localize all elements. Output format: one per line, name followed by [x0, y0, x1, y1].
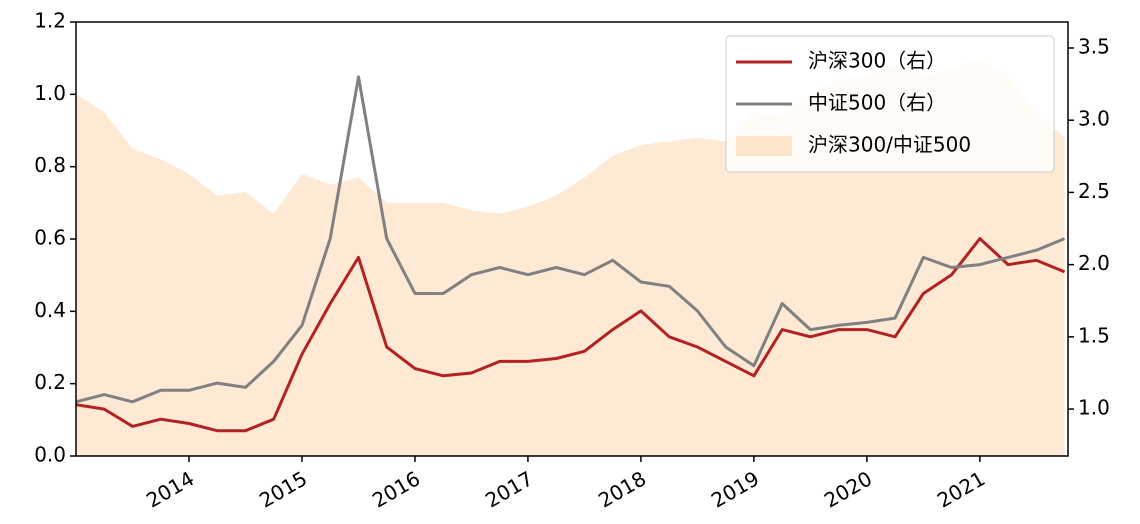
- y2-tick-label: 2.5: [1078, 179, 1110, 203]
- y-tick-label: 0.2: [34, 370, 66, 394]
- y2-tick-label: 1.5: [1078, 323, 1110, 347]
- legend-swatch: [736, 136, 792, 156]
- y2-tick-label: 3.0: [1078, 107, 1110, 131]
- x-tick-label: 2019: [707, 466, 763, 512]
- legend-label: 沪深300/中证500: [808, 133, 971, 157]
- y-tick-label: 0.8: [34, 153, 66, 177]
- x-tick-label: 2015: [255, 466, 311, 512]
- x-tick-label: 2016: [368, 466, 424, 512]
- legend-label: 中证500（右）: [808, 91, 946, 115]
- y-tick-label: 0.4: [34, 298, 66, 322]
- x-tick-label: 2014: [142, 466, 198, 512]
- y2-tick-label: 2.0: [1078, 251, 1110, 275]
- line: [75, 75, 1066, 404]
- y-tick-label: 0.0: [34, 443, 66, 467]
- x-tick-label: 2020: [820, 466, 876, 512]
- legend-label: 沪深300（右）: [808, 49, 946, 73]
- x-tick-label: 2018: [594, 466, 650, 512]
- y2-tick-label: 1.0: [1078, 396, 1110, 420]
- y-tick-label: 1.2: [34, 9, 66, 33]
- legend-box: [725, 35, 1055, 173]
- legend: 沪深300（右） 中证500（右） 沪深300/中证500: [725, 35, 1055, 173]
- y-tick-label: 1.0: [34, 81, 66, 105]
- line: [75, 237, 1066, 433]
- x-tick-label: 2021: [933, 466, 989, 512]
- y2-tick-label: 3.5: [1078, 34, 1110, 58]
- x-tick-label: 2017: [481, 466, 537, 512]
- y-tick-label: 0.6: [34, 226, 66, 250]
